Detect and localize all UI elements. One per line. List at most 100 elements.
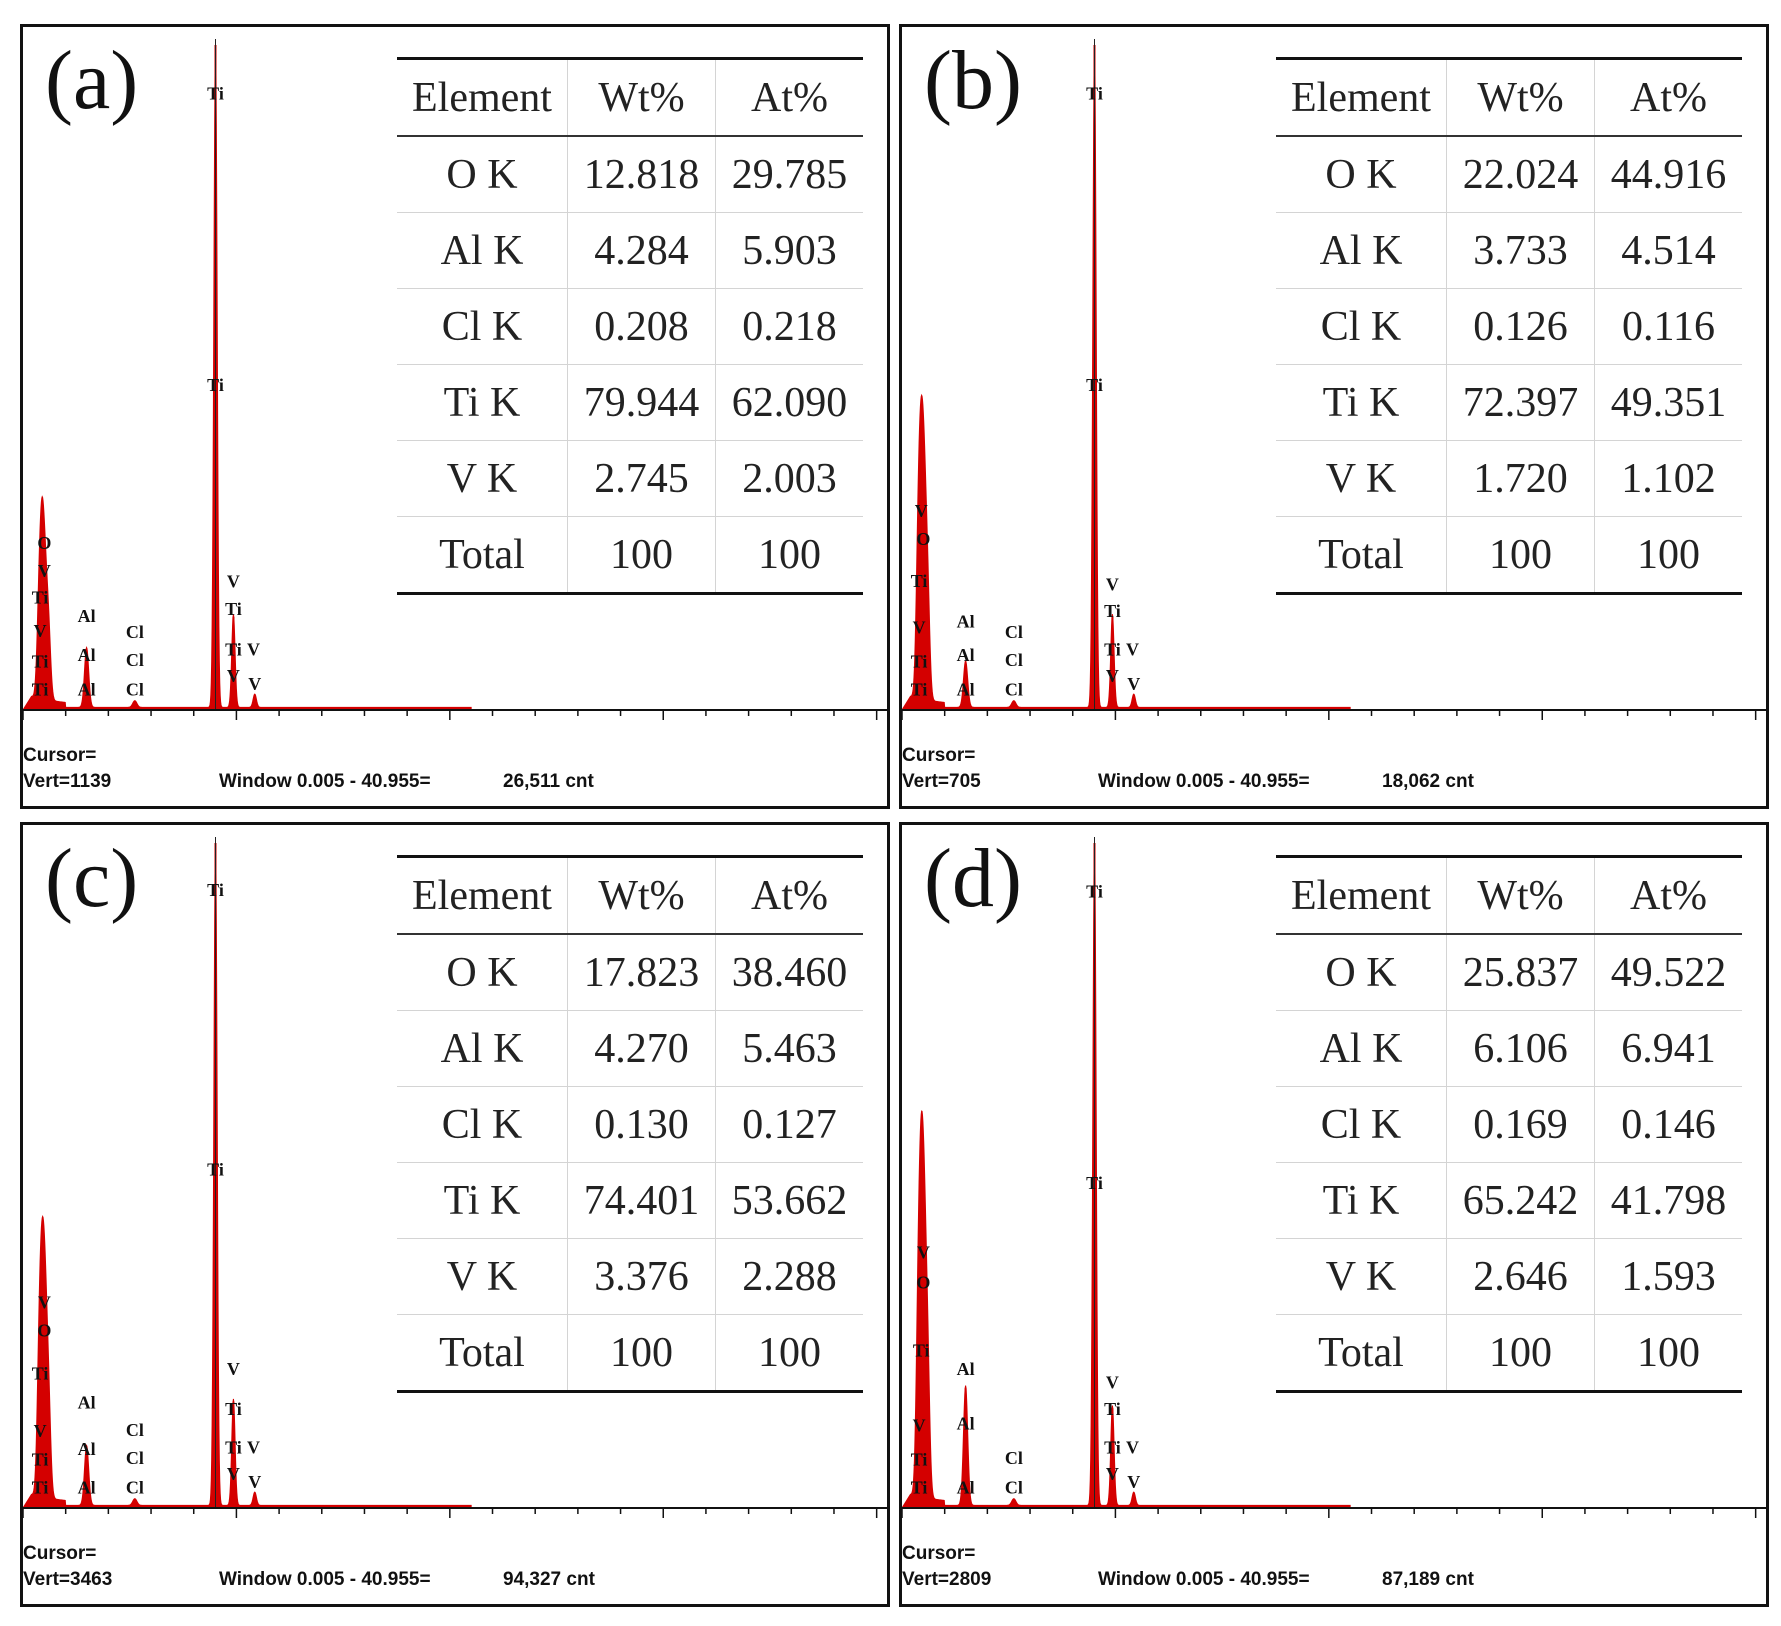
eds-spectrum: VOTiVTiTiAlAlAlClClTiTiVTiTiVVV5101520 k…: [902, 837, 1766, 1518]
spectrum-area: [23, 44, 472, 711]
table-row: Al K 4.284 5.903: [397, 212, 863, 289]
table-cell: 12.818: [567, 136, 716, 213]
table-cell: 65.242: [1446, 1162, 1595, 1239]
peak-label: Ti: [913, 1340, 930, 1360]
table-row: Ti K 74.401 53.662: [397, 1162, 863, 1239]
table-cell: Ti K: [1322, 379, 1400, 426]
table-header: Wt%: [1446, 58, 1595, 136]
table-header: Wt%: [567, 856, 716, 934]
peak-label: V: [247, 1437, 260, 1457]
table-cell: Total: [1318, 1329, 1404, 1376]
peak-label: O: [916, 529, 930, 549]
table-row: Total 100 100: [1276, 516, 1742, 594]
table-row: Cl K 0.169 0.146: [1276, 1086, 1742, 1163]
panel-label: (d): [924, 832, 1022, 925]
table-cell: O K: [446, 949, 518, 996]
table-cell: 74.401: [567, 1162, 716, 1239]
spectrum-area: [902, 842, 1351, 1509]
vert-readout: Vert=705: [902, 771, 981, 792]
peak-label: Al: [957, 1414, 975, 1434]
table-cell: 4.284: [567, 212, 716, 289]
table-cell: Cl K: [441, 303, 523, 350]
peak-label: V: [1127, 674, 1140, 694]
table-cell: 79.944: [567, 364, 716, 441]
table-cell: 4.270: [567, 1010, 716, 1087]
peak-label: Al: [78, 1439, 96, 1459]
table-header-row: Element Wt% At%: [397, 58, 863, 136]
table-cell: 6.941: [1594, 1010, 1742, 1087]
table-row: V K 2.646 1.593: [1276, 1238, 1742, 1315]
table-header: Wt%: [1446, 856, 1595, 934]
table-row: Cl K 0.130 0.127: [397, 1086, 863, 1163]
peak-label: Ti: [1104, 1399, 1121, 1419]
peak-label: V: [913, 618, 926, 638]
peak-label: Cl: [126, 650, 144, 670]
eds-spectrum: VOTiVTiTiAlAlAlClClClTiTiVTiTiVVV5101520…: [23, 837, 887, 1518]
table-cell: 0.169: [1446, 1086, 1595, 1163]
table-header: At%: [715, 58, 863, 136]
panel-c: (c)VOTiVTiTiAlAlAlClClClTiTiVTiTiVVV5101…: [20, 822, 890, 1607]
peak-label: Ti: [225, 1437, 242, 1457]
cursor-readout: Cursor=: [23, 745, 97, 766]
peak-label: V: [38, 1293, 51, 1313]
table-header: At%: [1594, 856, 1742, 934]
peak-label: Al: [78, 1477, 96, 1497]
table-row: Cl K 0.126 0.116: [1276, 288, 1742, 365]
peak-label: V: [247, 639, 260, 659]
table-cell: 4.514: [1594, 212, 1742, 289]
table-cell: 1.593: [1594, 1238, 1742, 1315]
peak-label: V: [227, 572, 240, 592]
peak-label: Ti: [207, 84, 224, 104]
window-readout: Window 0.005 - 40.955=: [219, 1569, 431, 1590]
count-readout: 87,189 cnt: [1382, 1569, 1474, 1590]
table-cell: 49.351: [1594, 364, 1742, 441]
count-readout: 18,062 cnt: [1382, 771, 1474, 792]
peak-label: Cl: [126, 1477, 144, 1497]
table-cell: O K: [1325, 151, 1397, 198]
table-header: At%: [715, 856, 863, 934]
table-row: Al K 3.733 4.514: [1276, 212, 1742, 289]
peak-label: Cl: [126, 1448, 144, 1468]
peak-label: Al: [78, 645, 96, 665]
table-cell: Cl K: [1320, 1101, 1402, 1148]
table-cell: V K: [1325, 455, 1397, 502]
table-cell: 22.024: [1446, 136, 1595, 213]
table-cell: 100: [1446, 1314, 1595, 1392]
peak-label: Ti: [911, 679, 928, 699]
peak-label: Ti: [1086, 882, 1103, 902]
table-cell: Cl K: [441, 1101, 523, 1148]
spectrum-area: [23, 842, 472, 1509]
peak-label: Ti: [1104, 639, 1121, 659]
panel-b: (b)VOTiVTiTiAlAlAlClClClTiTiVTiTiVVV5101…: [899, 24, 1769, 809]
peak-label: V: [1126, 639, 1139, 659]
table-row: O K 22.024 44.916: [1276, 136, 1742, 213]
peak-label: O: [37, 533, 51, 553]
peak-label: Ti: [32, 679, 49, 699]
peak-label: Ti: [32, 588, 49, 608]
table-row: V K 3.376 2.288: [397, 1238, 863, 1315]
table-cell: 3.376: [567, 1238, 716, 1315]
table-cell: 72.397: [1446, 364, 1595, 441]
peak-label: Ti: [1104, 601, 1121, 621]
peak-label: V: [917, 1243, 930, 1263]
table-cell: 49.522: [1594, 934, 1742, 1011]
peak-label: Al: [957, 679, 975, 699]
table-cell: 0.208: [567, 288, 716, 365]
window-readout: Window 0.005 - 40.955=: [1098, 771, 1310, 792]
peak-label: Al: [78, 606, 96, 626]
composition-table: Element Wt% At% O K 25.837 49.522 Al K 6.106 6.9…: [1276, 855, 1742, 1393]
peak-label: Al: [957, 1477, 975, 1497]
table-cell: Total: [439, 1329, 525, 1376]
table-cell: 0.218: [715, 288, 863, 365]
peak-label: Cl: [1005, 1477, 1023, 1497]
peak-label: Ti: [207, 1160, 224, 1180]
table-row: Ti K 72.397 49.351: [1276, 364, 1742, 441]
peak-label: V: [227, 1359, 240, 1379]
table-header: Element: [1291, 872, 1431, 919]
peak-label: V: [1106, 1464, 1119, 1484]
table-header: Wt%: [567, 58, 716, 136]
table-row: O K 17.823 38.460: [397, 934, 863, 1011]
table-header-row: Element Wt% At%: [1276, 58, 1742, 136]
peak-label: V: [34, 621, 47, 641]
table-header: Element: [412, 74, 552, 121]
